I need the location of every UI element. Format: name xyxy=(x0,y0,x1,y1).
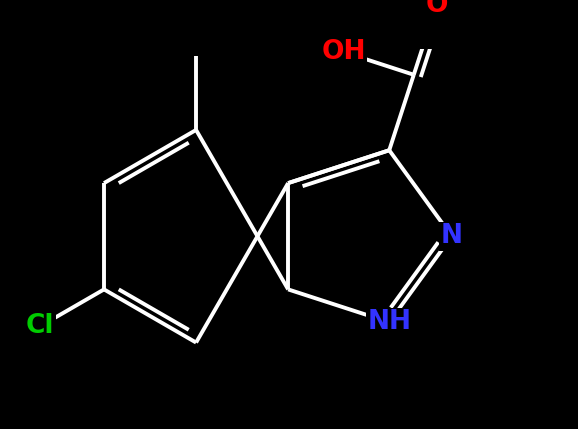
Text: NH: NH xyxy=(367,309,411,335)
Text: N: N xyxy=(440,223,463,249)
Text: O: O xyxy=(425,0,448,18)
Text: OH: OH xyxy=(321,39,366,65)
Text: Cl: Cl xyxy=(26,313,54,339)
